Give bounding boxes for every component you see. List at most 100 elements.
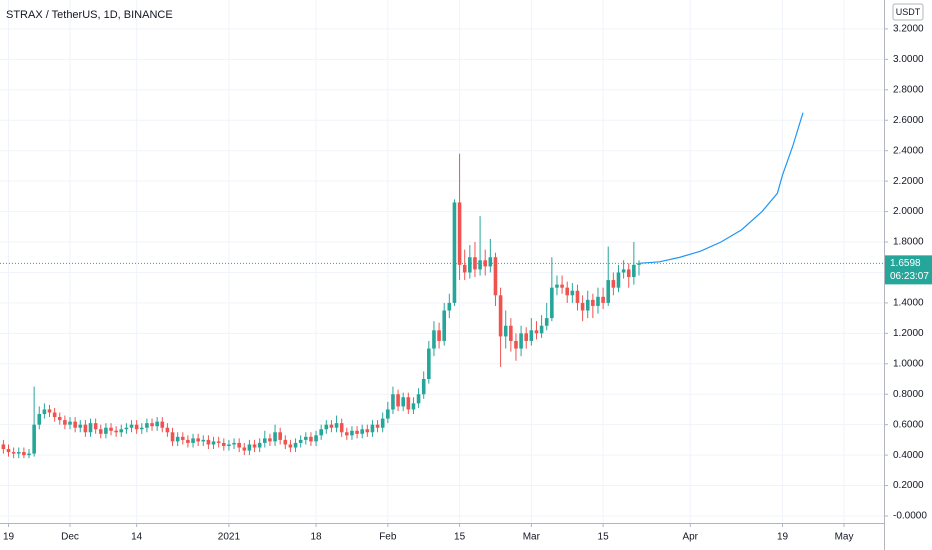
candle-body bbox=[447, 302, 452, 311]
candle-body bbox=[585, 299, 590, 311]
candle-body bbox=[196, 438, 200, 442]
candle-body bbox=[565, 287, 570, 296]
candle-body bbox=[88, 423, 93, 433]
candle-body bbox=[221, 442, 226, 446]
y-tick-label: 2.4000 bbox=[893, 145, 924, 156]
x-tick-label: 14 bbox=[131, 532, 143, 543]
candle-body bbox=[160, 421, 165, 428]
candle-body bbox=[73, 421, 77, 428]
candle-body bbox=[191, 438, 195, 443]
candle-body bbox=[442, 310, 447, 341]
y-tick-label: 2.0000 bbox=[893, 206, 924, 217]
candle-body bbox=[416, 394, 421, 404]
candle-body bbox=[145, 423, 149, 428]
candle-body bbox=[437, 330, 441, 341]
y-tick-label: 0.6000 bbox=[893, 419, 924, 430]
candle-body bbox=[539, 325, 544, 334]
candle-body bbox=[16, 452, 21, 454]
candle-body bbox=[252, 444, 257, 448]
candle-body bbox=[1, 444, 6, 450]
y-tick-label: 1.0000 bbox=[893, 358, 924, 369]
candle-body bbox=[396, 394, 400, 407]
candle-body bbox=[509, 325, 513, 341]
candle-body bbox=[206, 439, 211, 445]
candle-body bbox=[42, 409, 47, 415]
chart-title: STRAX / TetherUS, 1D, BINANCE bbox=[6, 9, 173, 21]
candle-body bbox=[632, 264, 636, 278]
y-tick-label: -0.0000 bbox=[893, 511, 927, 522]
candle-body bbox=[478, 260, 482, 270]
candle-body bbox=[365, 429, 370, 433]
last-price-label: 1.6598 bbox=[890, 258, 921, 269]
candle-body bbox=[524, 333, 529, 341]
currency-box[interactable] bbox=[892, 3, 924, 21]
x-tick-label: Mar bbox=[523, 532, 541, 543]
countdown-label: 06:23:07 bbox=[890, 271, 929, 282]
candle-body bbox=[232, 442, 236, 445]
candle-body bbox=[339, 423, 344, 433]
y-tick-label: 1.2000 bbox=[893, 328, 924, 339]
candle-body bbox=[165, 427, 170, 433]
candle-body bbox=[411, 403, 416, 410]
candle-body bbox=[391, 394, 395, 410]
candle-body bbox=[114, 430, 118, 433]
candle-body bbox=[360, 429, 364, 434]
x-tick-label: 18 bbox=[310, 532, 322, 543]
candle-body bbox=[432, 330, 436, 349]
candle-body bbox=[621, 269, 626, 273]
candle-body bbox=[11, 452, 16, 454]
candle-body bbox=[452, 202, 457, 303]
candle-body bbox=[22, 452, 26, 456]
candle-body bbox=[293, 442, 298, 448]
candle-body bbox=[570, 290, 575, 296]
candle-body bbox=[170, 432, 175, 442]
candle-body bbox=[47, 409, 52, 413]
candle-body bbox=[175, 436, 180, 442]
x-tick-label: 15 bbox=[598, 532, 610, 543]
candle-body bbox=[304, 436, 308, 440]
y-tick-label: 3.0000 bbox=[893, 54, 924, 65]
x-tick-label: 15 bbox=[454, 532, 466, 543]
y-tick-label: 2.8000 bbox=[893, 84, 924, 95]
candle-body bbox=[139, 427, 144, 430]
axes: -0.0000 0.2000 0.4000 0.6000 0.8000 1.0000 1.2… bbox=[3, 24, 932, 543]
candle-body bbox=[180, 436, 185, 440]
candle-body bbox=[247, 444, 252, 451]
x-tick-label: Feb bbox=[379, 532, 397, 543]
candle-body bbox=[329, 424, 334, 428]
candle-body bbox=[309, 436, 313, 442]
candle-body bbox=[257, 442, 262, 448]
candle-body bbox=[611, 280, 616, 288]
plot bbox=[0, 112, 884, 459]
candle-body bbox=[626, 269, 631, 278]
candle-body bbox=[98, 429, 103, 434]
candle-body bbox=[119, 429, 124, 433]
candle-body bbox=[268, 438, 272, 442]
candle-body bbox=[109, 427, 113, 431]
candle-body bbox=[380, 418, 385, 428]
candle-body bbox=[529, 330, 534, 341]
candle-body bbox=[242, 447, 247, 451]
y-tick-label: 0.2000 bbox=[893, 480, 924, 491]
candle-body bbox=[534, 330, 539, 334]
candle-body bbox=[591, 299, 595, 306]
forecast-line bbox=[638, 112, 804, 264]
candle-body bbox=[201, 439, 206, 442]
candle-body bbox=[544, 318, 549, 326]
candle-body bbox=[124, 427, 129, 430]
candle-body bbox=[514, 340, 518, 349]
candle-body bbox=[550, 287, 554, 319]
candle-body bbox=[283, 439, 288, 445]
candle-body bbox=[468, 257, 472, 273]
candle-body bbox=[601, 296, 605, 303]
candle-body bbox=[227, 444, 231, 446]
y-tick-label: 1.8000 bbox=[893, 237, 924, 248]
candle-body bbox=[63, 420, 67, 425]
y-tick-label: 0.4000 bbox=[893, 450, 924, 461]
candle-body bbox=[237, 442, 241, 448]
candle-body bbox=[155, 421, 159, 427]
candle-body bbox=[334, 423, 339, 428]
candle-body bbox=[560, 284, 564, 288]
